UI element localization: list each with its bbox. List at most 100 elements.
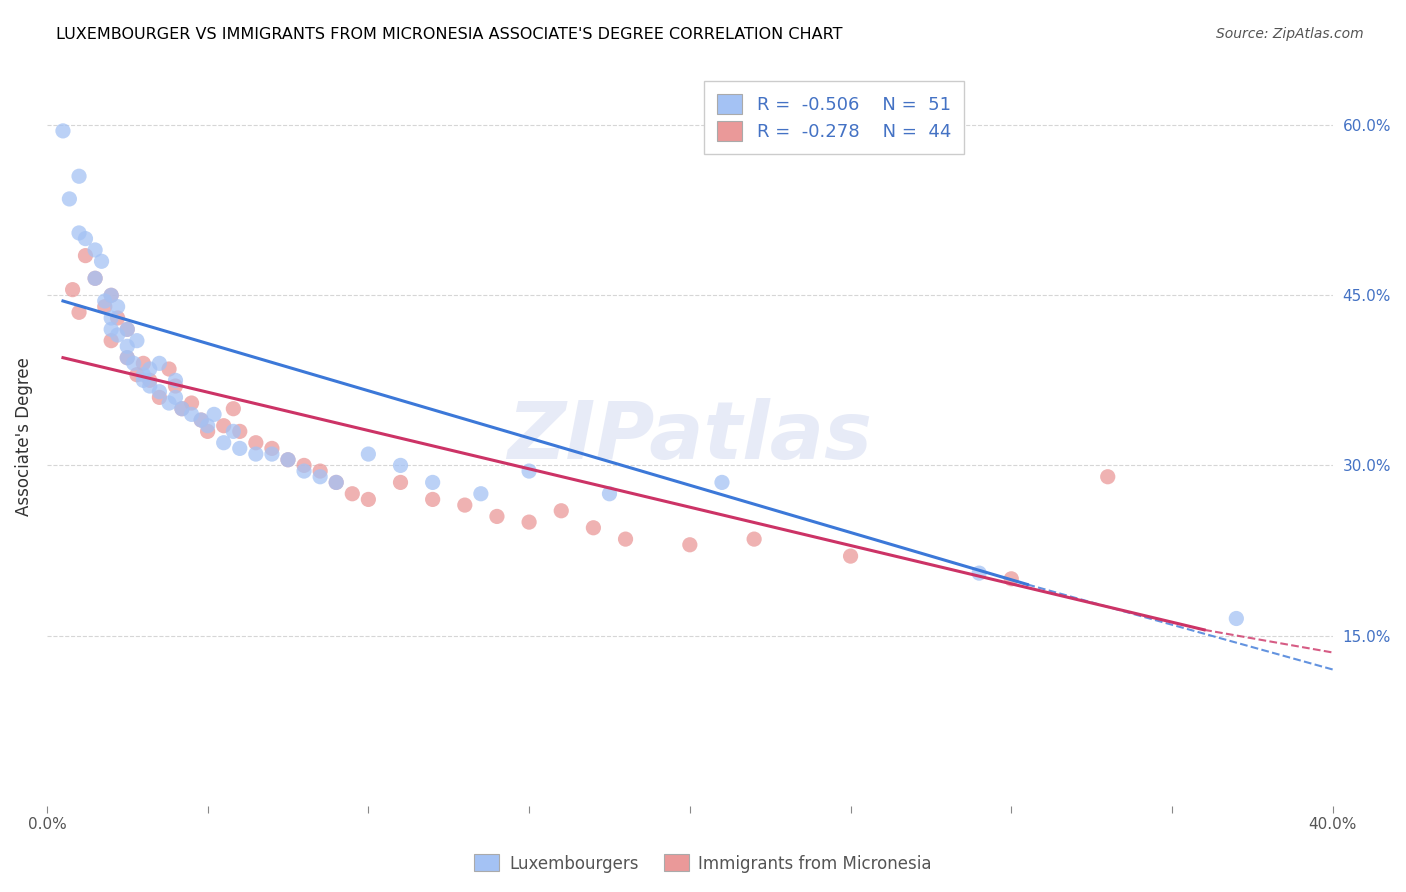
Point [1225, 611, 1247, 625]
Point [679, 538, 702, 552]
Point [229, 442, 252, 456]
Point [357, 492, 380, 507]
Point [454, 498, 477, 512]
Point [229, 425, 252, 439]
Point [485, 509, 508, 524]
Point [139, 362, 162, 376]
Point [517, 515, 540, 529]
Text: ZIPatlas: ZIPatlas [508, 398, 872, 476]
Point [170, 401, 193, 416]
Point [342, 487, 364, 501]
Point [598, 487, 620, 501]
Point [100, 288, 122, 302]
Point [222, 401, 245, 416]
Point [277, 452, 299, 467]
Point [245, 435, 267, 450]
Point [139, 379, 162, 393]
Point [139, 373, 162, 387]
Point [125, 334, 148, 348]
Point [117, 339, 139, 353]
Point [84, 243, 107, 257]
Point [132, 373, 155, 387]
Point [84, 271, 107, 285]
Point [222, 425, 245, 439]
Point [309, 464, 332, 478]
Point [180, 396, 202, 410]
Point [84, 271, 107, 285]
Point [67, 169, 90, 184]
Point [325, 475, 347, 490]
Point [260, 442, 283, 456]
Point [212, 418, 235, 433]
Point [389, 475, 412, 490]
Point [389, 458, 412, 473]
Point [107, 300, 129, 314]
Point [357, 447, 380, 461]
Point [117, 322, 139, 336]
Point [125, 368, 148, 382]
Point [967, 566, 990, 581]
Point [582, 521, 605, 535]
Point [117, 322, 139, 336]
Point [190, 413, 212, 427]
Legend: R =  -0.506    N =  51, R =  -0.278    N =  44: R = -0.506 N = 51, R = -0.278 N = 44 [704, 81, 963, 153]
Point [710, 475, 733, 490]
Point [58, 192, 80, 206]
Legend: Luxembourgers, Immigrants from Micronesia: Luxembourgers, Immigrants from Micronesi… [467, 847, 939, 880]
Point [170, 401, 193, 416]
Point [180, 408, 202, 422]
Point [245, 447, 267, 461]
Point [165, 379, 187, 393]
Point [117, 351, 139, 365]
Point [94, 293, 117, 308]
Point [117, 351, 139, 365]
Point [614, 532, 637, 546]
Point [122, 356, 145, 370]
Point [212, 435, 235, 450]
Point [260, 447, 283, 461]
Point [292, 464, 315, 478]
Y-axis label: Associate's Degree: Associate's Degree [15, 358, 32, 516]
Point [67, 305, 90, 319]
Point [100, 288, 122, 302]
Point [107, 328, 129, 343]
Point [100, 334, 122, 348]
Point [67, 226, 90, 240]
Point [325, 475, 347, 490]
Point [190, 413, 212, 427]
Point [550, 504, 572, 518]
Point [839, 549, 862, 563]
Point [132, 368, 155, 382]
Point [52, 124, 75, 138]
Point [202, 408, 225, 422]
Point [517, 464, 540, 478]
Point [100, 322, 122, 336]
Point [75, 232, 97, 246]
Point [75, 249, 97, 263]
Point [107, 310, 129, 325]
Point [90, 254, 112, 268]
Point [157, 396, 180, 410]
Point [309, 469, 332, 483]
Point [292, 458, 315, 473]
Point [742, 532, 765, 546]
Point [197, 425, 219, 439]
Point [165, 373, 187, 387]
Point [1000, 572, 1022, 586]
Point [197, 418, 219, 433]
Point [422, 475, 444, 490]
Point [1097, 469, 1119, 483]
Point [148, 356, 170, 370]
Point [165, 390, 187, 404]
Point [94, 300, 117, 314]
Point [148, 384, 170, 399]
Point [277, 452, 299, 467]
Point [157, 362, 180, 376]
Point [62, 283, 84, 297]
Text: LUXEMBOURGER VS IMMIGRANTS FROM MICRONESIA ASSOCIATE'S DEGREE CORRELATION CHART: LUXEMBOURGER VS IMMIGRANTS FROM MICRONES… [56, 27, 842, 42]
Point [100, 310, 122, 325]
Text: Source: ZipAtlas.com: Source: ZipAtlas.com [1216, 27, 1364, 41]
Point [148, 390, 170, 404]
Point [132, 356, 155, 370]
Point [422, 492, 444, 507]
